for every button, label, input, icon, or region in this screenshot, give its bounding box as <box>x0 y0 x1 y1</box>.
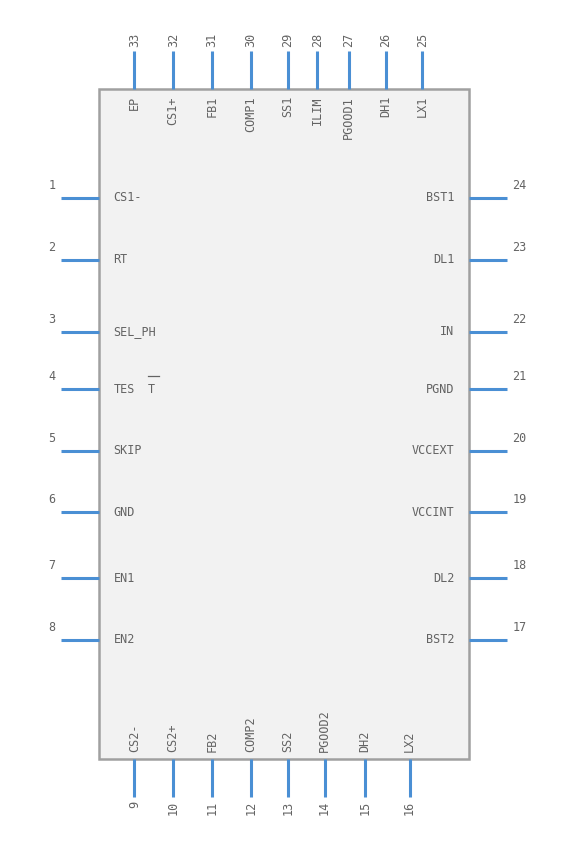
Text: IN: IN <box>440 325 454 338</box>
Text: 8: 8 <box>48 621 56 633</box>
Text: 22: 22 <box>512 313 527 326</box>
Text: 25: 25 <box>416 33 429 47</box>
Text: LX2: LX2 <box>403 731 416 752</box>
Text: DL1: DL1 <box>433 254 454 266</box>
Text: BST2: BST2 <box>426 633 454 646</box>
Text: 4: 4 <box>48 371 56 383</box>
Text: SS2: SS2 <box>281 731 294 752</box>
Text: 5: 5 <box>48 432 56 445</box>
Text: 27: 27 <box>342 33 355 47</box>
Text: 7: 7 <box>48 559 56 572</box>
Text: 18: 18 <box>512 559 527 572</box>
Text: 14: 14 <box>318 801 331 815</box>
Text: GND: GND <box>114 506 135 519</box>
Text: 10: 10 <box>167 801 179 815</box>
Text: SS1: SS1 <box>281 96 294 117</box>
Text: 9: 9 <box>128 801 141 808</box>
Text: DL2: DL2 <box>433 572 454 584</box>
Text: 33: 33 <box>128 33 141 47</box>
Bar <box>99 89 469 759</box>
Text: PGND: PGND <box>426 382 454 396</box>
Text: 2: 2 <box>48 241 56 254</box>
Text: 24: 24 <box>512 179 527 192</box>
Text: BST1: BST1 <box>426 191 454 204</box>
Text: 1: 1 <box>48 179 56 192</box>
Text: 11: 11 <box>206 801 219 815</box>
Text: 23: 23 <box>512 241 527 254</box>
Text: 19: 19 <box>512 494 527 506</box>
Text: CS1+: CS1+ <box>167 96 179 125</box>
Text: 15: 15 <box>359 801 371 815</box>
Text: 13: 13 <box>281 801 294 815</box>
Text: 12: 12 <box>244 801 257 815</box>
Text: COMP2: COMP2 <box>244 717 257 752</box>
Text: EP: EP <box>128 96 141 110</box>
Text: COMP1: COMP1 <box>244 96 257 131</box>
Text: T: T <box>148 382 155 396</box>
Text: FB2: FB2 <box>206 731 219 752</box>
Text: DH2: DH2 <box>359 731 371 752</box>
Text: 29: 29 <box>281 33 294 47</box>
Text: TES: TES <box>114 382 135 396</box>
Text: 30: 30 <box>244 33 257 47</box>
Text: VCCINT: VCCINT <box>412 506 454 519</box>
Text: SEL_PH: SEL_PH <box>114 325 156 338</box>
Text: EN1: EN1 <box>114 572 135 584</box>
Text: 26: 26 <box>379 33 392 47</box>
Text: LX1: LX1 <box>416 96 429 117</box>
Text: 20: 20 <box>512 432 527 445</box>
Text: 17: 17 <box>512 621 527 633</box>
Text: CS2-: CS2- <box>128 723 141 752</box>
Text: DH1: DH1 <box>379 96 392 117</box>
Text: 21: 21 <box>512 371 527 383</box>
Text: 31: 31 <box>206 33 219 47</box>
Text: PGOOD2: PGOOD2 <box>318 709 331 752</box>
Text: ILIM: ILIM <box>311 96 324 125</box>
Text: FB1: FB1 <box>206 96 219 117</box>
Text: CS2+: CS2+ <box>167 723 179 752</box>
Text: 3: 3 <box>48 313 56 326</box>
Text: EN2: EN2 <box>114 633 135 646</box>
Text: 6: 6 <box>48 494 56 506</box>
Text: 32: 32 <box>167 33 179 47</box>
Text: SKIP: SKIP <box>114 444 142 457</box>
Text: CS1-: CS1- <box>114 191 142 204</box>
Text: VCCEXT: VCCEXT <box>412 444 454 457</box>
Text: RT: RT <box>114 254 128 266</box>
Text: 16: 16 <box>403 801 416 815</box>
Text: 28: 28 <box>311 33 324 47</box>
Text: PGOOD1: PGOOD1 <box>342 96 355 139</box>
